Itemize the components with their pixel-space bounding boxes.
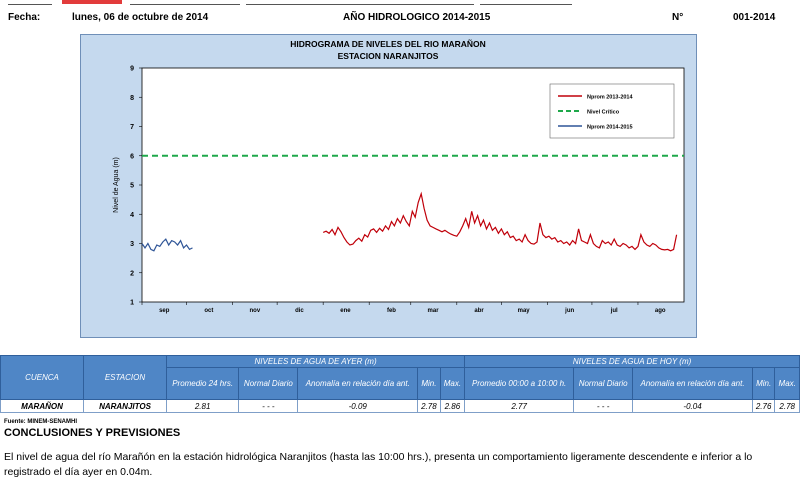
legend-label-nprom-2014-2015: Nprom 2014-2015: [587, 125, 633, 131]
header-rule: [246, 0, 474, 5]
legend-label-nprom-2013-2014: Nprom 2013-2014: [587, 95, 633, 101]
cell-cuenca: MARAÑON: [0, 399, 84, 413]
y-tick-label: 3: [130, 241, 134, 248]
x-axis: sep oct nov dic ene feb mar abr may jun jul ago: [141, 302, 666, 314]
col-hoy-promedio: Promedio 00:00 a 10:00 h.: [464, 367, 575, 400]
numero-value: 001-2014: [733, 12, 776, 23]
x-tick-label-mar: mar: [428, 308, 440, 314]
col-cuenca: CUENCA: [0, 355, 84, 400]
hydrograph-svg: HIDROGRAMA DE NIVELES DEL RIO MARAÑON ES…: [80, 34, 697, 338]
header-rule: [480, 0, 572, 5]
table-row: MARAÑON NARANJITOS 2.81 - - - -0.09 2.78…: [0, 399, 800, 413]
x-tick-label-may: may: [518, 308, 531, 314]
chart-subtitle: ESTACION NARANJITOS: [338, 51, 439, 61]
y-tick-label: 4: [130, 212, 134, 219]
x-tick-label-dic: dic: [295, 308, 304, 314]
series-line-nprom-2014-2015: [141, 238, 193, 252]
conclusions-title: CONCLUSIONES Y PREVISIONES: [4, 427, 181, 439]
top-strip: [0, 0, 800, 6]
cell-ayer-min: 2.78: [417, 399, 441, 413]
x-tick-label-ene: ene: [340, 308, 351, 314]
cell-ayer-anomalia: -0.09: [297, 399, 419, 413]
numero-label: N°: [672, 12, 684, 23]
y-axis-label: Nivel de Agua (m): [113, 157, 120, 213]
x-tick-label-jun: jun: [564, 308, 574, 314]
anio-hidrologico: AÑO HIDROLOGICO 2014-2015: [343, 12, 491, 23]
y-tick-label: 6: [130, 153, 134, 160]
series-line-nprom-2013-2014: [322, 191, 678, 252]
cell-hoy-promedio: 2.77: [464, 399, 575, 413]
cell-ayer-normal: - - -: [238, 399, 299, 413]
col-ayer-min: Min.: [417, 367, 441, 400]
chart-title: HIDROGRAMA DE NIVELES DEL RIO MARAÑON: [290, 39, 486, 49]
col-ayer-promedio: Promedio 24 hrs.: [165, 367, 240, 400]
col-hoy-max: Max.: [774, 367, 800, 400]
source-note: Fuente: MINEM-SENAMHI: [4, 419, 77, 425]
col-ayer-anomalia: Anomalía en relación día ant.: [297, 367, 419, 400]
group-ayer: NIVELES DE AGUA DE AYER (m): [165, 355, 466, 368]
col-hoy-normal: Normal Diario: [573, 367, 634, 400]
y-tick-label: 2: [130, 270, 134, 277]
y-tick-label: 1: [130, 300, 134, 307]
x-tick-label-nov: nov: [250, 308, 261, 314]
x-tick-label-oct: oct: [204, 308, 213, 314]
levels-table: CUENCA ESTACION NIVELES DE AGUA DE AYER …: [0, 355, 800, 413]
x-tick-label-abr: abr: [474, 308, 484, 314]
header-rule: [130, 0, 240, 5]
cell-ayer-promedio: 2.81: [165, 399, 240, 413]
header-accent-bar: [62, 0, 122, 4]
cell-hoy-normal: - - -: [573, 399, 634, 413]
fecha-label: Fecha:: [8, 12, 41, 23]
header-rule: [8, 0, 52, 5]
col-hoy-anomalia: Anomalía en relación día ant.: [632, 367, 753, 400]
cell-ayer-max: 2.86: [439, 399, 466, 413]
cell-estacion: NARANJITOS: [83, 399, 167, 413]
col-estacion: ESTACION: [83, 355, 167, 400]
col-ayer-max: Max.: [439, 367, 466, 400]
x-tick-label-jul: jul: [610, 308, 618, 314]
y-tick-label: 5: [130, 183, 134, 190]
legend: Nprom 2013-2014 Nivel Crítico Nprom 2014…: [549, 83, 675, 139]
report-header: Fecha: lunes, 06 de octubre de 2014 AÑO …: [0, 8, 800, 30]
cell-hoy-max: 2.78: [774, 399, 800, 413]
cell-hoy-anomalia: -0.04: [632, 399, 753, 413]
col-hoy-min: Min.: [751, 367, 776, 400]
hydrograph-chart: HIDROGRAMA DE NIVELES DEL RIO MARAÑON ES…: [80, 34, 697, 338]
series-layer: [141, 154, 684, 252]
y-tick-label: 9: [130, 66, 134, 73]
x-tick-label-feb: feb: [387, 308, 396, 314]
y-axis: 1 2 3 4 5 6 7 8 9: [130, 66, 142, 307]
x-tick-label-ago: ago: [655, 308, 666, 314]
y-tick-label: 8: [130, 95, 134, 102]
conclusions-text: El nivel de agua del río Marañón en la e…: [4, 451, 753, 478]
x-tick-label-sep: sep: [159, 308, 170, 314]
cell-hoy-min: 2.76: [751, 399, 776, 413]
col-ayer-normal: Normal Diario: [238, 367, 299, 400]
legend-label-nivel-critico: Nivel Crítico: [587, 110, 620, 116]
fecha-value: lunes, 06 de octubre de 2014: [72, 12, 209, 23]
y-tick-label: 7: [130, 124, 134, 131]
group-hoy: NIVELES DE AGUA DE HOY (m): [464, 355, 800, 368]
